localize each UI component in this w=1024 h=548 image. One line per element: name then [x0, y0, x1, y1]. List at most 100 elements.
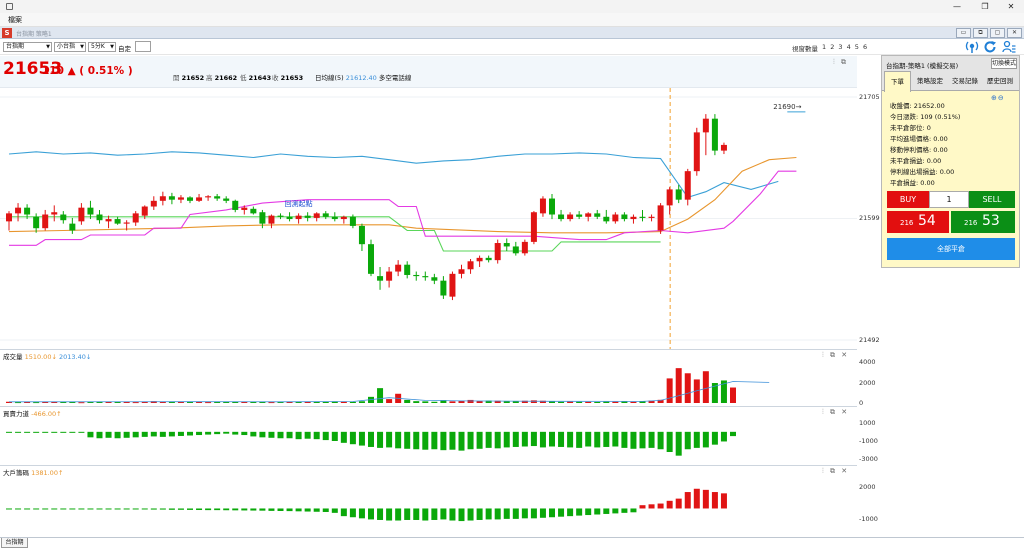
chips-chart[interactable]	[0, 474, 857, 534]
indicator-bar	[621, 508, 628, 513]
chips-title: 大戶籌碼	[3, 469, 29, 477]
panel-divider[interactable]	[0, 406, 857, 407]
inner-minimize-button[interactable]: ▭	[956, 28, 971, 38]
candle	[576, 214, 583, 217]
indicator-bar	[286, 431, 293, 439]
candle	[187, 197, 193, 201]
chevron-down-icon: ▼	[46, 44, 50, 50]
indicator-bar	[539, 400, 546, 403]
chips-panel-tools[interactable]: ⫶ ⧉ ✕	[822, 467, 850, 475]
indicator-bar	[340, 401, 347, 403]
indicator-bar	[105, 401, 112, 403]
symbol-select-value: 台指期	[6, 43, 25, 50]
power-chart[interactable]	[0, 415, 857, 465]
candle	[467, 261, 474, 270]
indicator-bar	[476, 401, 483, 403]
indicator-bar	[304, 508, 311, 512]
indicator-bar	[51, 508, 58, 510]
volume-chart[interactable]	[0, 358, 857, 406]
power-panel-title: 買賣力道 -466.00↑	[3, 408, 62, 418]
indicator-bar	[349, 431, 356, 445]
price-change: 110 ▲ ( 0.51% )	[42, 65, 133, 77]
maximize-button[interactable]: ❐	[981, 2, 989, 11]
close-value: 21653	[280, 74, 304, 82]
indicator-bar	[458, 508, 465, 522]
indicator-bar	[33, 431, 40, 433]
indicator-bar	[684, 373, 691, 403]
os-title-bar: — ❐ ✕	[0, 0, 1024, 13]
indicator-bar	[404, 431, 411, 449]
switch-mode-button[interactable]: 切換模式	[991, 58, 1017, 69]
indicator-bar	[6, 401, 12, 403]
power-panel-tools[interactable]: ⫶ ⧉ ✕	[822, 408, 850, 416]
refresh-icon[interactable]	[983, 40, 997, 54]
indicator-bar	[440, 508, 447, 520]
indicator-bar	[250, 431, 257, 437]
candle	[395, 264, 402, 272]
tab-strategy-settings[interactable]: 策略設定	[917, 77, 943, 85]
minimize-button[interactable]: —	[953, 2, 961, 11]
indicator-bar	[214, 401, 221, 403]
indicator-bar	[232, 431, 239, 435]
interval-select[interactable]: 5分K ▼	[88, 42, 116, 52]
price-chart[interactable]: 回測起點 21690→	[0, 88, 857, 350]
volume-panel-tools[interactable]: ⫶ ⧉ ✕	[822, 351, 850, 359]
tab-trade-records[interactable]: 交易記錄	[952, 77, 978, 85]
indicator-bar	[512, 401, 519, 403]
candle	[42, 214, 49, 229]
indicator-bar	[51, 431, 58, 433]
candle	[331, 216, 338, 220]
indicator-bar	[431, 508, 438, 520]
custom-interval-input[interactable]	[135, 41, 151, 52]
close-window-button[interactable]: ✕	[1007, 2, 1015, 11]
main-panel-tools[interactable]: ⫶ ⧉	[833, 58, 848, 66]
bid-price-button[interactable]: 216 54	[887, 211, 949, 233]
indicator-bar	[666, 431, 673, 452]
candle	[114, 219, 121, 224]
chevron-down-icon: ▼	[110, 44, 114, 50]
zoom-in-icon[interactable]: ⊕	[991, 94, 998, 102]
indicator-bar	[567, 508, 574, 517]
buy-button[interactable]: BUY	[887, 191, 929, 208]
sell-button[interactable]: SELL	[969, 191, 1015, 208]
symbol-select[interactable]: 台指期 ▼	[3, 42, 52, 52]
panel-divider[interactable]	[0, 465, 857, 466]
indicator-bar	[693, 379, 700, 403]
inner-close-button[interactable]: ✕	[1007, 28, 1022, 38]
inner-maximize-button[interactable]: ▢	[990, 28, 1005, 38]
tab-order[interactable]: 下單	[884, 71, 911, 92]
indicator-bar	[603, 431, 610, 447]
ask-price-button[interactable]: 216 53	[951, 211, 1015, 233]
signal-icon[interactable]	[965, 40, 979, 54]
indicator-bar	[114, 401, 121, 403]
indicator-bar	[494, 508, 501, 520]
indicator-bar	[177, 401, 184, 403]
indicator-bar	[404, 399, 411, 403]
trade-panel-header: 台指期-策略1 (模擬交易) 切換模式	[882, 56, 1019, 71]
indicator-bar	[322, 431, 329, 441]
panel-divider[interactable]	[0, 349, 857, 350]
candle	[567, 214, 574, 220]
indicator-bar	[395, 431, 402, 449]
close-all-button[interactable]: 全部平倉	[887, 238, 1015, 260]
indicator-bar	[187, 431, 193, 436]
indicator-bar	[458, 400, 465, 403]
candle	[431, 277, 438, 281]
contract-select[interactable]: 小台指 ▼	[54, 42, 86, 52]
indicator-bar	[96, 508, 103, 510]
zoom-out-icon[interactable]: ⊖	[997, 94, 1005, 102]
inner-restore-button[interactable]: ⧉	[973, 28, 988, 38]
user-settings-icon[interactable]	[1002, 40, 1016, 54]
view-pages[interactable]: 1 2 3 4 5 6	[822, 43, 869, 51]
indicator-bar	[539, 508, 546, 518]
quantity-input[interactable]: 1	[929, 191, 969, 208]
indicator-bar	[630, 431, 637, 449]
menu-file[interactable]: 檔案	[8, 16, 22, 24]
indicator-bar	[250, 508, 257, 511]
indicator-axis-label: 2000	[859, 378, 876, 387]
indicator-bar	[69, 401, 76, 403]
candle	[440, 280, 447, 296]
tab-backtest[interactable]: 歷史回測	[987, 77, 1013, 85]
candle	[141, 206, 148, 216]
indicator-bar	[576, 508, 583, 516]
